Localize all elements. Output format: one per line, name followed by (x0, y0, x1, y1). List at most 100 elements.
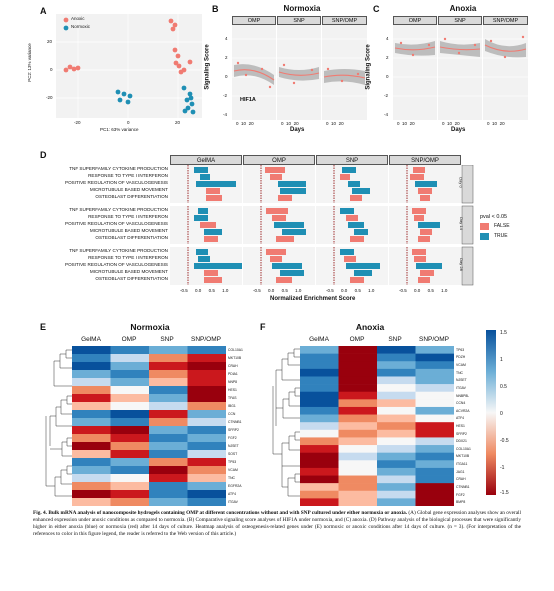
f-gene-label: SFRP2 (456, 431, 467, 436)
e-cell (149, 442, 188, 451)
e-gene-label: VCAM (228, 468, 238, 472)
e-gene-label: FGF2 (228, 436, 237, 440)
e-gene-label: SOST (228, 452, 238, 456)
panel-c-facet-snpomp: SNP/OMP (483, 16, 528, 25)
f-gene-label: MKT10B (456, 454, 470, 459)
f-gene-label: NNBP8L (456, 393, 470, 398)
panel-e-heatmap (72, 346, 226, 506)
term-1-2: RESPONSE TO TYPE I INTERFERON (88, 173, 168, 178)
e-cell (72, 386, 111, 395)
e-cell (72, 370, 111, 379)
f-cell (300, 498, 339, 506)
panel-d-facet-omp: OMP (243, 155, 315, 165)
e-cell (187, 434, 226, 443)
f-col-snp: SNP (388, 336, 402, 343)
e-col-omp: OMP (121, 336, 137, 343)
f-gene-label: CRAH (456, 477, 466, 482)
e-cell (149, 490, 188, 499)
e-cell (187, 458, 226, 467)
term-1-4: MICROTUBULE BASED MOVEMENT (89, 187, 168, 192)
e-cell (187, 466, 226, 475)
panel-a-pca-plot (56, 14, 202, 118)
e-gene-label: NNP8 (228, 380, 238, 384)
f-col-omp: OMP (349, 336, 365, 343)
e-cell (110, 410, 150, 419)
e-cell (110, 378, 150, 387)
panel-c-ytick-m4: -4 (384, 112, 389, 117)
e-cell (187, 418, 226, 427)
cb-tick-3: 0.5 (500, 384, 507, 390)
f-cell (415, 399, 454, 408)
panel-c-ytick-2: 2 (386, 55, 389, 60)
f-cell (338, 376, 378, 385)
d-xticks-snp: -0.5 0.0 0.5 1.0 (326, 288, 375, 293)
f-cell (377, 391, 416, 400)
f-cell (338, 490, 378, 499)
panel-f-dendrogram (272, 348, 300, 497)
f-cell (415, 445, 454, 453)
f-cell (338, 429, 378, 438)
term-1-1: TNF SUPERFAMILY CYTOKINE PRODUCTION (69, 166, 168, 171)
e-cell (110, 498, 150, 506)
pca-ylabel: PC2: 13% variance (26, 43, 32, 82)
e-cell (110, 354, 150, 363)
f-cell (377, 437, 416, 446)
f-gene-label: TP63 (456, 347, 465, 352)
e-cell (149, 434, 188, 443)
strip-day28: Day 28 (458, 258, 464, 271)
e-cell (187, 474, 226, 483)
cb-tick-5: -0.5 (500, 438, 509, 444)
e-cell (187, 442, 226, 451)
f-cell (300, 467, 339, 476)
panel-c-xlabel: Days (451, 127, 466, 133)
f-cell (338, 384, 378, 393)
e-col-snpomp: SNP/OMP (191, 336, 221, 343)
pval-legend-true: TRUE (494, 233, 508, 239)
panel-c-xticks-3: 0 10 20 (487, 121, 505, 126)
cb-tick-7: -1.5 (500, 490, 509, 496)
e-cell (149, 418, 188, 427)
e-cell (187, 490, 226, 499)
f-cell (415, 414, 454, 423)
panel-b-xlabel: Days (290, 127, 305, 133)
pca-ytick-20: 20 (47, 39, 53, 44)
e-cell (149, 410, 188, 419)
e-cell (187, 378, 226, 387)
f-cell (300, 376, 339, 385)
f-cell (415, 475, 454, 484)
f-cell (338, 391, 378, 400)
strip-day0: Day 0 (458, 177, 464, 188)
f-cell (300, 391, 339, 400)
cb-tick-6: -1 (500, 465, 505, 471)
f-cell (338, 368, 378, 377)
f-cell (338, 452, 378, 461)
f-cell (415, 490, 454, 499)
e-gene-label: TFAS (228, 396, 237, 400)
e-col-gelma: GelMA (81, 336, 101, 343)
f-gene-label: CTNNB1 (456, 484, 470, 489)
f-cell (377, 452, 416, 461)
panel-f-gene-labels: TP63 PDZH VCAM TNC NJSET ITGAV NNBP8L CCN4 ACVR2… (456, 346, 482, 506)
e-gene-label: CCN (228, 412, 236, 416)
panel-c-signaling-plot (393, 25, 529, 120)
f-cell (300, 445, 339, 453)
panel-d-letter: D (40, 150, 47, 160)
e-cell (149, 474, 188, 483)
e-cell (110, 466, 150, 475)
f-cell (415, 460, 454, 469)
e-cell (149, 346, 188, 355)
e-cell (149, 362, 188, 371)
e-cell (110, 450, 150, 459)
f-cell (338, 475, 378, 484)
f-cell (377, 399, 416, 408)
d-xticks-gelma: -0.5 0.0 0.5 1.0 (180, 288, 229, 293)
panel-d-facet-snp: SNP (316, 155, 388, 165)
hif1a-label: HIF1A (240, 97, 256, 103)
f-cell (338, 353, 378, 362)
panel-b-ytick-0: 0 (225, 74, 228, 79)
f-cell (338, 460, 378, 469)
e-gene-label: NJSET (228, 444, 239, 448)
e-cell (187, 346, 226, 355)
panel-f-letter: F (260, 322, 266, 332)
d-xticks-snpomp: -0.5 0.0 0.5 1.0 (399, 288, 448, 293)
